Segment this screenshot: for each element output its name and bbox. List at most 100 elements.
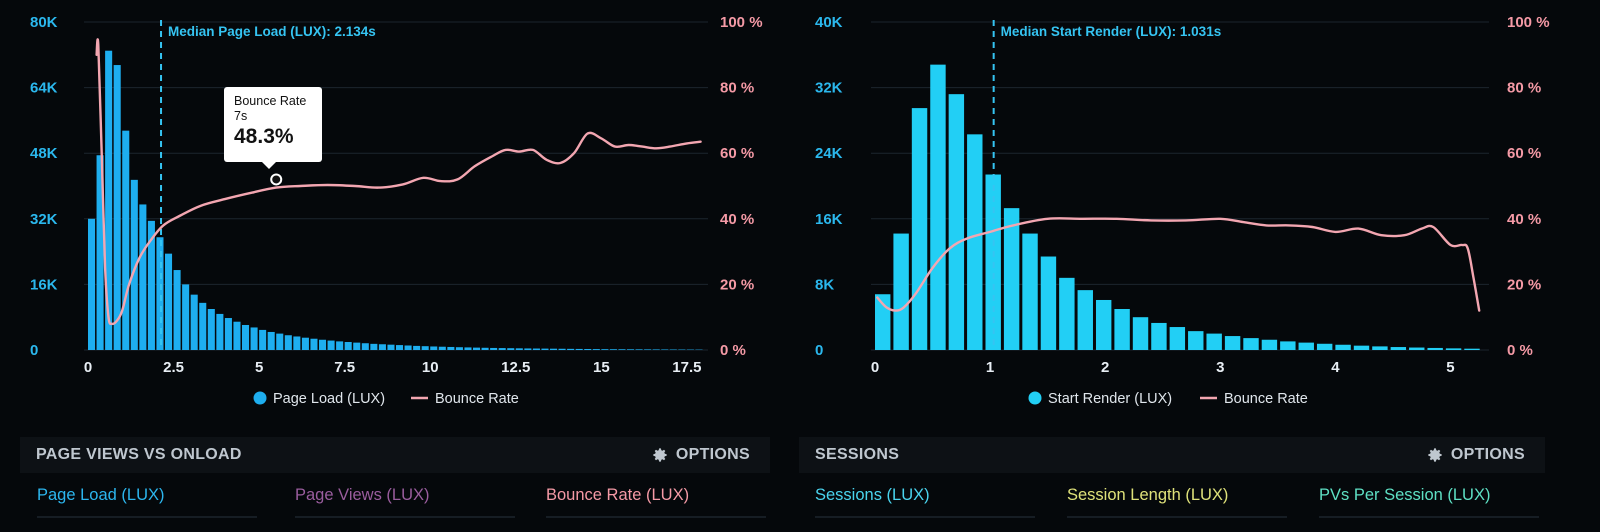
histogram-bar[interactable] — [948, 94, 965, 350]
histogram-bar[interactable] — [173, 270, 181, 350]
histogram-bar[interactable] — [550, 348, 558, 350]
histogram-bar[interactable] — [267, 331, 275, 350]
histogram-bar[interactable] — [378, 344, 386, 350]
histogram-bar[interactable] — [1243, 338, 1259, 350]
histogram-bar[interactable] — [1003, 208, 1020, 350]
metric-session-length[interactable]: Session Length (LUX) — [1067, 482, 1319, 522]
histogram-bar[interactable] — [1280, 341, 1296, 350]
legend-bars-marker[interactable] — [1028, 391, 1042, 405]
histogram-bar[interactable] — [396, 345, 404, 350]
histogram-bar[interactable] — [122, 130, 130, 350]
histogram-bar[interactable] — [190, 294, 198, 350]
histogram-bar[interactable] — [507, 348, 515, 350]
legend-bars-label[interactable]: Page Load (LUX) — [273, 391, 385, 407]
histogram-bar[interactable] — [455, 347, 463, 350]
histogram-bar[interactable] — [1206, 333, 1222, 350]
histogram-bar[interactable] — [1169, 327, 1186, 350]
histogram-bar[interactable] — [207, 309, 215, 350]
histogram-bar[interactable] — [88, 218, 96, 350]
histogram-bar[interactable] — [224, 318, 232, 350]
histogram-bar[interactable] — [1372, 346, 1388, 350]
histogram-bar[interactable] — [1261, 339, 1278, 350]
histogram-bar[interactable] — [259, 329, 267, 350]
histogram-bar[interactable] — [481, 347, 489, 350]
metric-page-load[interactable]: Page Load (LUX) — [37, 482, 295, 522]
histogram-bar[interactable] — [644, 349, 652, 350]
histogram-bar[interactable] — [1059, 277, 1075, 350]
histogram-bar[interactable] — [233, 321, 241, 350]
legend-line-label[interactable]: Bounce Rate — [435, 391, 519, 407]
histogram-bar[interactable] — [242, 324, 250, 350]
histogram-bar[interactable] — [353, 342, 361, 350]
histogram-bar[interactable] — [1077, 290, 1093, 350]
histogram-bar[interactable] — [1335, 344, 1351, 350]
histogram-bar[interactable] — [1409, 347, 1425, 350]
histogram-bar[interactable] — [301, 337, 309, 350]
options-button[interactable]: OPTIONS — [652, 446, 750, 464]
histogram-bar[interactable] — [601, 349, 609, 350]
histogram-bar[interactable] — [165, 253, 173, 350]
histogram-bar[interactable] — [1298, 342, 1314, 350]
histogram-bar[interactable] — [498, 348, 506, 350]
histogram-bar[interactable] — [1427, 347, 1443, 350]
histogram-bar[interactable] — [1151, 322, 1167, 350]
histogram-bar[interactable] — [661, 349, 669, 350]
histogram-bar[interactable] — [515, 348, 523, 350]
histogram-bar[interactable] — [199, 302, 207, 350]
histogram-bar[interactable] — [464, 347, 472, 350]
histogram-bar[interactable] — [310, 338, 318, 350]
histogram-bar[interactable] — [147, 220, 155, 350]
histogram-bar[interactable] — [524, 348, 532, 350]
histogram-bar[interactable] — [182, 284, 190, 350]
histogram-bar[interactable] — [1132, 317, 1149, 350]
histogram-bar[interactable] — [344, 342, 352, 350]
histogram-bar[interactable] — [370, 343, 378, 350]
histogram-bar[interactable] — [1040, 256, 1057, 350]
histogram-bar[interactable] — [293, 336, 301, 350]
histogram-bar[interactable] — [1390, 347, 1407, 350]
histogram-bar[interactable] — [284, 335, 292, 350]
histogram-bar[interactable] — [96, 155, 104, 350]
histogram-bar[interactable] — [413, 345, 421, 350]
histogram-bar[interactable] — [319, 339, 327, 350]
histogram-bar[interactable] — [105, 50, 113, 350]
histogram-bar[interactable] — [911, 108, 928, 350]
histogram-bar[interactable] — [558, 348, 566, 350]
histogram-bar[interactable] — [1114, 309, 1130, 350]
legend-bars-label[interactable]: Start Render (LUX) — [1048, 391, 1172, 407]
histogram-bar[interactable] — [276, 333, 284, 350]
histogram-bar[interactable] — [447, 346, 455, 350]
histogram-bar[interactable] — [609, 349, 617, 350]
histogram-bar[interactable] — [1316, 343, 1333, 350]
histogram-bar[interactable] — [967, 134, 983, 350]
histogram-bar[interactable] — [532, 348, 540, 350]
histogram-bar[interactable] — [387, 344, 395, 350]
bounce-rate-line[interactable] — [876, 217, 1481, 312]
histogram-bar[interactable] — [592, 349, 600, 350]
histogram-bar[interactable] — [1353, 345, 1370, 350]
metric-sessions[interactable]: Sessions (LUX) — [815, 482, 1067, 522]
histogram-bar[interactable] — [404, 345, 412, 350]
histogram-bar[interactable] — [1224, 336, 1241, 350]
histogram-bar[interactable] — [575, 348, 583, 350]
histogram-bar[interactable] — [930, 64, 946, 350]
metric-pvs-per-session[interactable]: PVs Per Session (LUX) — [1319, 482, 1539, 522]
histogram-bar[interactable] — [361, 343, 369, 350]
legend-bars-marker[interactable] — [253, 391, 267, 405]
histogram-bar[interactable] — [1188, 331, 1204, 350]
histogram-bar[interactable] — [627, 349, 635, 350]
histogram-bar[interactable] — [893, 233, 909, 350]
histogram-bar[interactable] — [327, 340, 335, 350]
options-button[interactable]: OPTIONS — [1427, 446, 1525, 464]
histogram-bar[interactable] — [473, 347, 481, 350]
histogram-bar[interactable] — [130, 179, 138, 350]
histogram-bar[interactable] — [336, 341, 344, 350]
histogram-bar[interactable] — [584, 349, 592, 350]
legend-line-label[interactable]: Bounce Rate — [1224, 391, 1308, 407]
histogram-bar[interactable] — [567, 348, 575, 350]
bounce-rate-line[interactable] — [95, 38, 702, 326]
histogram-bar[interactable] — [156, 237, 164, 350]
histogram-bar[interactable] — [438, 346, 446, 350]
hover-point[interactable] — [270, 173, 283, 186]
histogram-bar[interactable] — [216, 313, 224, 350]
